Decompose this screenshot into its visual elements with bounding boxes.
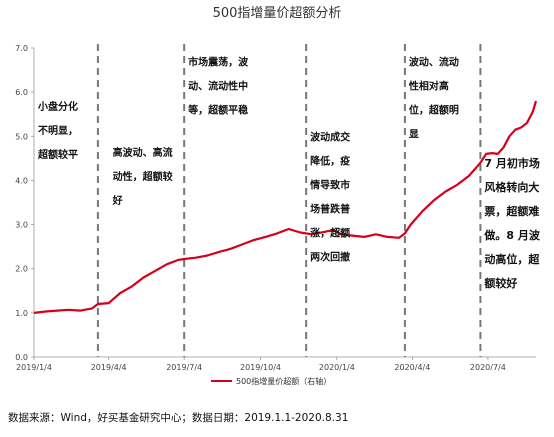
annotation-text: 显 <box>409 129 419 141</box>
x-tick-label: 2020/1/4 <box>319 363 355 372</box>
annotation-text: 性相对高 <box>408 80 449 93</box>
annotation-text: 票，超额难 <box>484 204 539 218</box>
annotation-text: 动、流动性中 <box>188 80 248 93</box>
annotation-text: 7 月初市场 <box>484 156 539 170</box>
annotation-text: 高波动、高流 <box>113 146 173 159</box>
annotation-text: 位，超额明 <box>409 104 459 117</box>
annotation-text: 额较好 <box>484 276 517 290</box>
x-tick-label: 2019/1/4 <box>16 363 52 372</box>
x-tick-label: 2020/4/4 <box>394 363 430 372</box>
source-note: 数据来源：Wind，好买基金研究中心；数据日期：2019.1.1-2020.8.… <box>8 411 348 424</box>
chart-title: 500指增量价超额分析 <box>213 6 342 21</box>
annotation-text: 好 <box>112 194 123 207</box>
annotation-text: 涨，超额 <box>310 227 350 240</box>
annotation-text: 动高位，超 <box>484 252 540 266</box>
annotation-text: 两次回撤 <box>310 251 350 264</box>
annotation-text: 风格转向大 <box>484 180 539 194</box>
annotation-text: 市场震荡，波 <box>188 56 249 69</box>
x-tick-label: 2019/7/4 <box>166 363 202 372</box>
y-tick-label: 3.0 <box>15 221 28 230</box>
y-tick-label: 1.0 <box>15 309 28 318</box>
y-tick-label: 6.0 <box>15 88 28 97</box>
annotation-text: 不明显， <box>38 125 78 137</box>
x-tick-label: 2020/7/4 <box>470 363 506 372</box>
legend-label: 500指增量价超额（右轴） <box>236 376 331 386</box>
annotation-text: 情导致市 <box>310 179 350 192</box>
annotation-text: 等，超额平稳 <box>188 104 248 117</box>
series-layer <box>33 100 538 314</box>
y-tick-label: 2.0 <box>15 265 28 274</box>
annotation-text: 波动、流动 <box>409 56 459 69</box>
annotation-text: 降低，疫 <box>310 155 350 168</box>
x-tick-label: 2019/4/4 <box>91 363 127 372</box>
axes: 0.0 1.0 2.0 3.0 4.0 5.0 6.0 7.0 2019/1/4 2019/4/4… <box>15 44 536 372</box>
x-tick-label: 2019/10/4 <box>240 363 281 372</box>
y-tick-label: 7.0 <box>15 44 28 53</box>
annotation-text: 场普跌普 <box>310 203 350 216</box>
annotation-text: 小盘分化 <box>37 100 78 113</box>
annotation-text: 超额较平 <box>37 148 78 161</box>
y-tick-label: 0.0 <box>15 353 28 362</box>
y-tick-label: 4.0 <box>15 176 28 185</box>
annotation-text: 动性，超额较 <box>113 170 173 183</box>
y-tick-label: 5.0 <box>15 132 28 141</box>
annotation-text: 做。8 月波 <box>483 228 540 242</box>
series-line <box>33 100 538 314</box>
phase-dividers <box>96 44 482 357</box>
legend: 500指增量价超额（右轴） <box>211 376 331 386</box>
annotation-text: 波动成交 <box>310 131 350 144</box>
